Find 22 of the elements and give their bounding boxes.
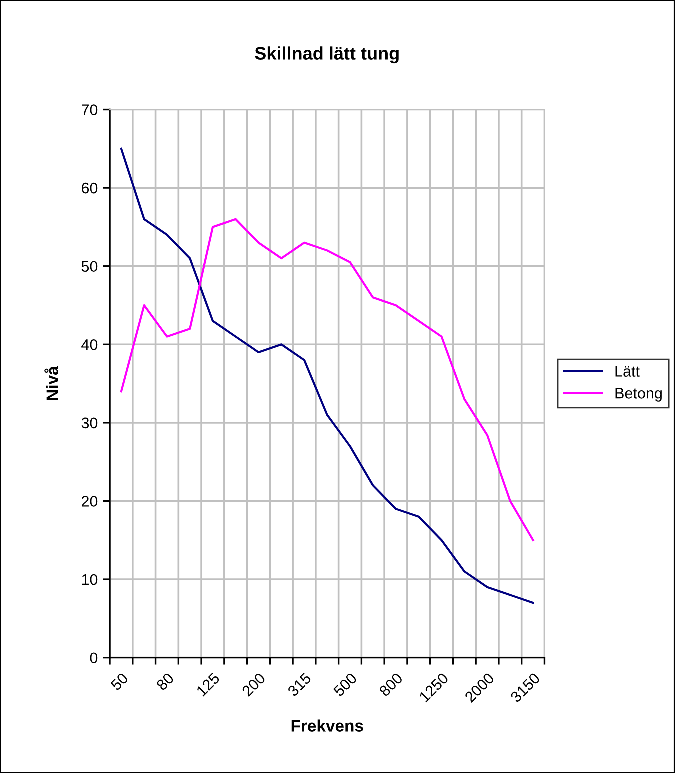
y-tick-label: 70: [82, 104, 98, 116]
legend-label: Betong: [616, 388, 662, 402]
line-series: [120, 148, 534, 604]
line-series: [120, 218, 534, 542]
y-tick-label: 60: [82, 182, 98, 194]
y-axis-title: Nivå: [44, 366, 58, 400]
y-tick-label: 0: [90, 652, 98, 664]
x-tick-label: 125: [196, 672, 220, 697]
y-tick-label: 50: [82, 261, 98, 272]
x-tick-label: 800: [378, 672, 404, 698]
y-tick-label: 40: [82, 340, 98, 350]
y-tick-label: 20: [82, 496, 98, 507]
x-tick-label: 200: [242, 672, 266, 698]
x-tick-label: 50: [110, 672, 129, 692]
x-tick-label: 315: [287, 672, 312, 698]
x-axis-title: Frekvens: [292, 720, 364, 732]
legend-label: Lätt: [616, 366, 640, 377]
y-tick-label: 10: [82, 574, 98, 586]
y-tick-label: 30: [82, 418, 98, 429]
x-tick-label: 80: [156, 672, 175, 692]
x-tick-label: 500: [332, 672, 358, 698]
chart-title: Skillnad lätt tung: [255, 46, 399, 64]
